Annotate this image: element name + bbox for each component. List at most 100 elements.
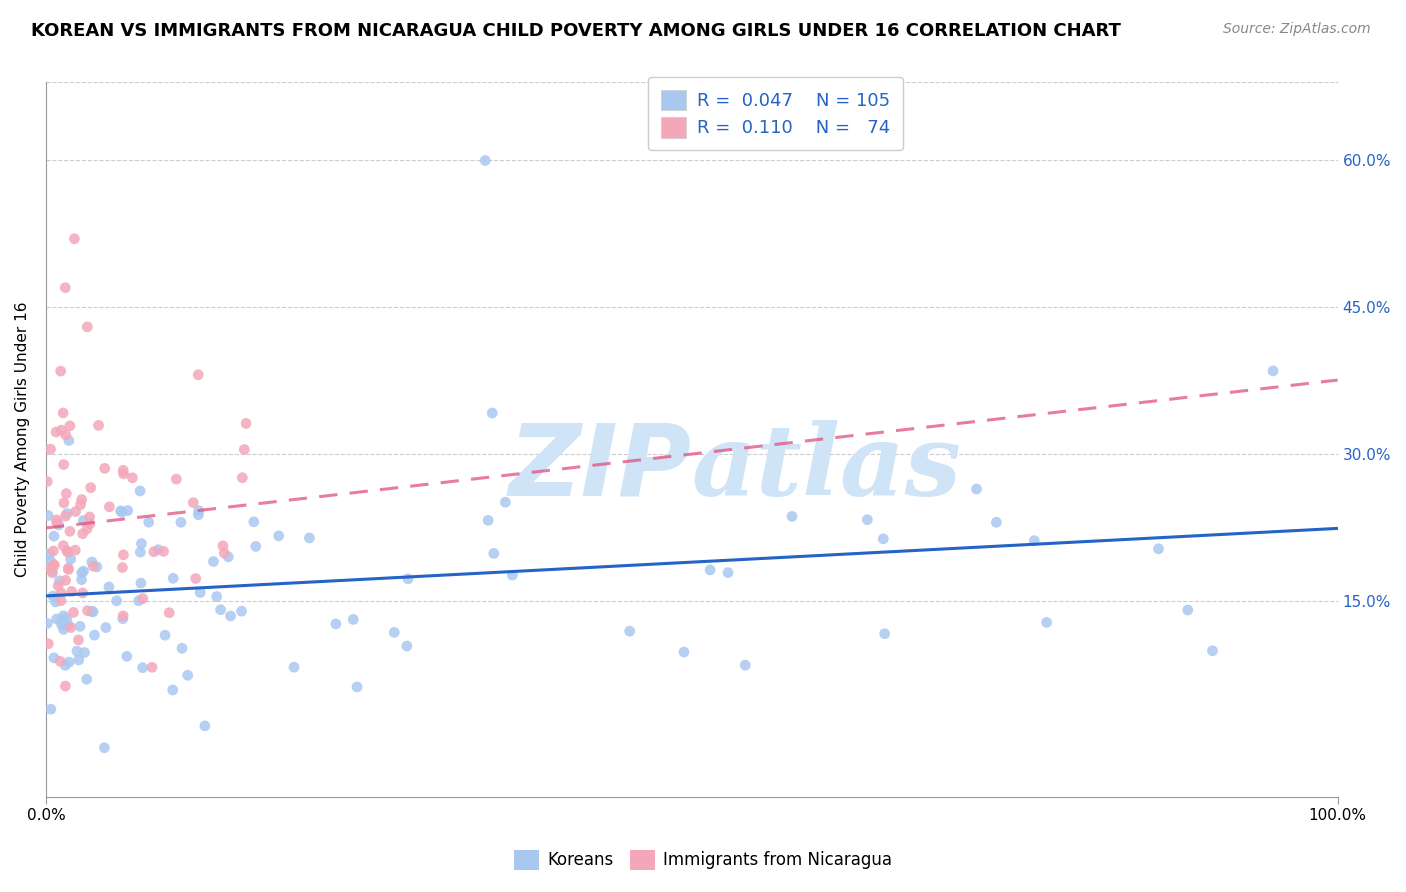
Point	[165, 472, 187, 486]
Point	[52, 623, 75, 637]
Point	[131, 661, 153, 675]
Point	[298, 531, 321, 545]
Point	[58, 434, 80, 448]
Legend: R =  0.047    N = 105, R =  0.110    N =   74: R = 0.047 N = 105, R = 0.110 N = 74	[648, 77, 903, 150]
Point	[132, 591, 155, 606]
Point	[184, 572, 207, 586]
Point	[67, 632, 90, 647]
Point	[42, 558, 65, 572]
Point	[45, 425, 67, 439]
Point	[217, 549, 239, 564]
Point	[177, 668, 200, 682]
Point	[231, 471, 253, 485]
Point	[1035, 615, 1057, 630]
Point	[117, 503, 139, 517]
Point	[73, 646, 96, 660]
Point	[474, 153, 496, 168]
Point	[148, 542, 170, 557]
Point	[58, 618, 80, 632]
Point	[157, 606, 180, 620]
Point	[56, 545, 79, 559]
Point	[37, 637, 59, 651]
Point	[780, 509, 803, 524]
Point	[619, 624, 641, 639]
Point	[1147, 541, 1170, 556]
Point	[112, 467, 135, 481]
Point	[112, 548, 135, 562]
Text: Source: ZipAtlas.com: Source: ZipAtlas.com	[1223, 22, 1371, 37]
Point	[170, 641, 193, 656]
Point	[59, 621, 82, 635]
Point	[80, 555, 103, 569]
Point	[187, 368, 209, 382]
Point	[80, 605, 103, 619]
Point	[129, 483, 152, 498]
Point	[55, 574, 77, 588]
Point	[69, 619, 91, 633]
Point	[69, 498, 91, 512]
Point	[494, 495, 516, 509]
Point	[59, 524, 82, 539]
Point	[76, 604, 98, 618]
Point	[325, 616, 347, 631]
Point	[76, 319, 98, 334]
Point	[53, 658, 76, 673]
Point	[111, 505, 134, 519]
Point	[129, 576, 152, 591]
Point	[209, 603, 232, 617]
Point	[245, 540, 267, 554]
Point	[112, 463, 135, 477]
Point	[37, 561, 59, 575]
Point	[76, 522, 98, 536]
Point	[37, 475, 59, 489]
Point	[70, 566, 93, 580]
Point	[395, 639, 418, 653]
Point	[131, 536, 153, 550]
Point	[60, 584, 83, 599]
Point	[129, 545, 152, 559]
Point	[170, 516, 193, 530]
Point	[49, 585, 72, 599]
Point	[45, 513, 67, 527]
Point	[94, 621, 117, 635]
Point	[39, 702, 62, 716]
Point	[212, 539, 235, 553]
Point	[501, 568, 523, 582]
Point	[283, 660, 305, 674]
Point	[66, 644, 89, 658]
Point	[97, 580, 120, 594]
Legend: Koreans, Immigrants from Nicaragua: Koreans, Immigrants from Nicaragua	[508, 843, 898, 877]
Point	[42, 544, 65, 558]
Point	[482, 546, 505, 560]
Point	[48, 518, 70, 533]
Point	[42, 589, 65, 603]
Point	[72, 564, 94, 578]
Point	[346, 680, 368, 694]
Point	[72, 514, 94, 528]
Point	[46, 579, 69, 593]
Point	[67, 653, 90, 667]
Point	[52, 458, 75, 472]
Point	[49, 593, 72, 607]
Point	[986, 516, 1008, 530]
Point	[51, 423, 73, 437]
Point	[39, 554, 62, 568]
Point	[65, 543, 87, 558]
Point	[93, 740, 115, 755]
Point	[87, 418, 110, 433]
Point	[872, 532, 894, 546]
Point	[42, 529, 65, 543]
Point	[382, 625, 405, 640]
Point	[58, 562, 80, 576]
Point	[966, 482, 988, 496]
Point	[672, 645, 695, 659]
Point	[79, 516, 101, 531]
Point	[112, 608, 135, 623]
Point	[138, 516, 160, 530]
Point	[83, 628, 105, 642]
Point	[1177, 603, 1199, 617]
Point	[188, 585, 211, 599]
Point	[202, 555, 225, 569]
Text: ZIP: ZIP	[509, 419, 692, 516]
Point	[62, 606, 84, 620]
